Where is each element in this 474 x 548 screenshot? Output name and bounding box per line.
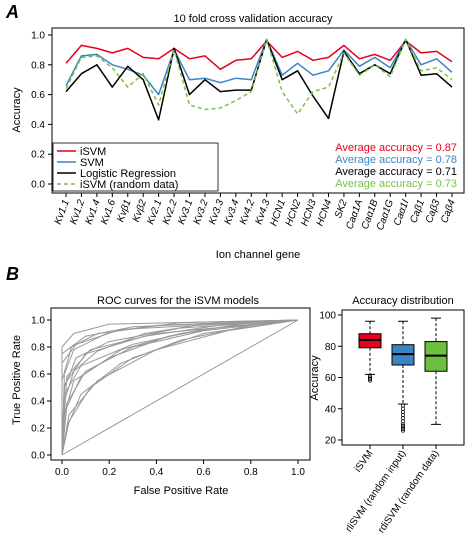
accuracy-boxplot: Accuracy distribution 20 40 60 80 100 iSVMrl… [309,295,465,535]
roc-curve-10 [61,319,299,456]
panel-b-letter: B [6,264,19,284]
y-tick-label: 0.0 [31,180,45,191]
outlier-point [401,419,405,424]
chart-a-xlabel: Ion channel gene [216,249,300,261]
outlier-point [401,413,405,417]
roc-curve-15 [61,319,299,456]
chart-a-y-ticks: 0.0 0.2 0.4 0.6 0.8 1.0 [31,31,52,191]
y-tick-label: 0.2 [31,150,45,161]
legend-box [52,142,219,192]
chart-a-title: 10 fold cross validation accuracy [174,13,333,25]
box-1 [391,320,415,433]
chart-b-xlabel: False Positive Rate [134,485,229,497]
x-tick-label: 0.4 [149,467,163,478]
chart-c-ylabel: Accuracy [309,355,321,401]
x-tick-label: 0.2 [102,467,116,478]
category-label: rliSVM (random input) [344,448,409,534]
chart-b-ticks: 0.0 0.2 0.4 0.6 0.8 1.0 0.0 0.2 0.4 0.6 0.8 1.0 [31,316,305,479]
box-0 [358,320,382,383]
outlier-point [368,378,372,383]
legend-label-svm: SVM [80,157,104,169]
y-tick-label: 60 [325,373,337,384]
roc-curve-14 [61,319,299,456]
y-tick-label: 0.2 [31,424,45,435]
chart-b-roc-curves [61,319,299,456]
chart-b-plot-frame [50,307,311,461]
y-tick-label: 1.0 [31,316,45,327]
chart-a-ylabel: Accuracy [11,87,23,133]
outlier-point [368,377,372,382]
category-label: iSVM [353,448,376,474]
outlier-point [401,416,405,421]
outlier-point [401,409,405,414]
y-tick-label: 0.8 [31,343,45,354]
outlier-point [401,406,405,411]
x-tick-label: 0.8 [244,467,258,478]
chart-c-y-ticks: 20 40 60 80 100 [319,311,342,447]
roc-curve-16 [61,319,299,456]
avg-isvm-random: Average accuracy = 0.73 [335,178,457,190]
gene-label: Caβ4 [439,198,458,225]
avg-logreg: Average accuracy = 0.71 [335,166,457,178]
chart-b-title: ROC curves for the iSVM models [97,295,259,307]
y-tick-label: 20 [325,436,337,447]
roc-curve-13 [61,319,299,455]
y-tick-label: 0.6 [31,370,45,381]
chart-a-x-tick-labels: Kv1.1Kv1.2Kv1.4Kv1.6Kvβ1Kvβ2Kv2.1Kv2.2Kv… [53,193,458,232]
roc-curve-11 [61,319,299,456]
series-line-0 [65,40,453,71]
outlier-point [401,428,405,433]
roc-curve-12 [61,319,299,456]
legend-label-isvm-random: iSVM (random data) [80,179,178,191]
outlier-point [401,427,405,432]
x-tick-label: 0.6 [197,467,211,478]
y-tick-label: 100 [319,311,336,322]
category-label: rdiSVM (random data) [376,448,441,535]
panel-a-letter: A [5,2,19,22]
legend-label-isvm: iSVM [80,146,106,158]
legend-label-logreg: Logistic Regression [80,168,176,180]
cv-accuracy-chart: 10 fold cross validation accuracy 0.0 0.2… [11,13,465,261]
chart-c-boxes [358,317,448,433]
series-line-3 [65,38,453,115]
series-line-2 [65,38,453,121]
roc-chart: ROC curves for the iSVM models 0.0 0.2 0.4… [11,295,311,497]
chart-a-series-lines [65,38,453,121]
y-tick-label: 40 [325,404,337,415]
box-2 [424,317,448,425]
y-tick-label: 0.4 [31,120,45,131]
y-tick-label: 80 [325,342,337,353]
chart-c-title: Accuracy distribution [352,295,454,307]
y-tick-label: 1.0 [31,31,45,42]
chart-a-legend: iSVM SVM Logistic Regression iSVM (rando… [52,142,219,192]
y-tick-label: 0.4 [31,397,45,408]
avg-svm: Average accuracy = 0.78 [335,154,457,166]
x-tick-label: 1.0 [291,467,305,478]
y-tick-label: 0.8 [31,60,45,71]
y-tick-label: 0.6 [31,90,45,101]
series-line-1 [65,38,453,96]
avg-isvm: Average accuracy = 0.87 [335,142,457,154]
x-tick-label: 0.0 [55,467,69,478]
chart-a-plot-frame [51,27,465,194]
chart-b-ylabel: True Positive Rate [11,335,23,425]
y-tick-label: 0.0 [31,451,45,462]
chart-a-averages: Average accuracy = 0.87 Average accuracy… [335,142,457,190]
